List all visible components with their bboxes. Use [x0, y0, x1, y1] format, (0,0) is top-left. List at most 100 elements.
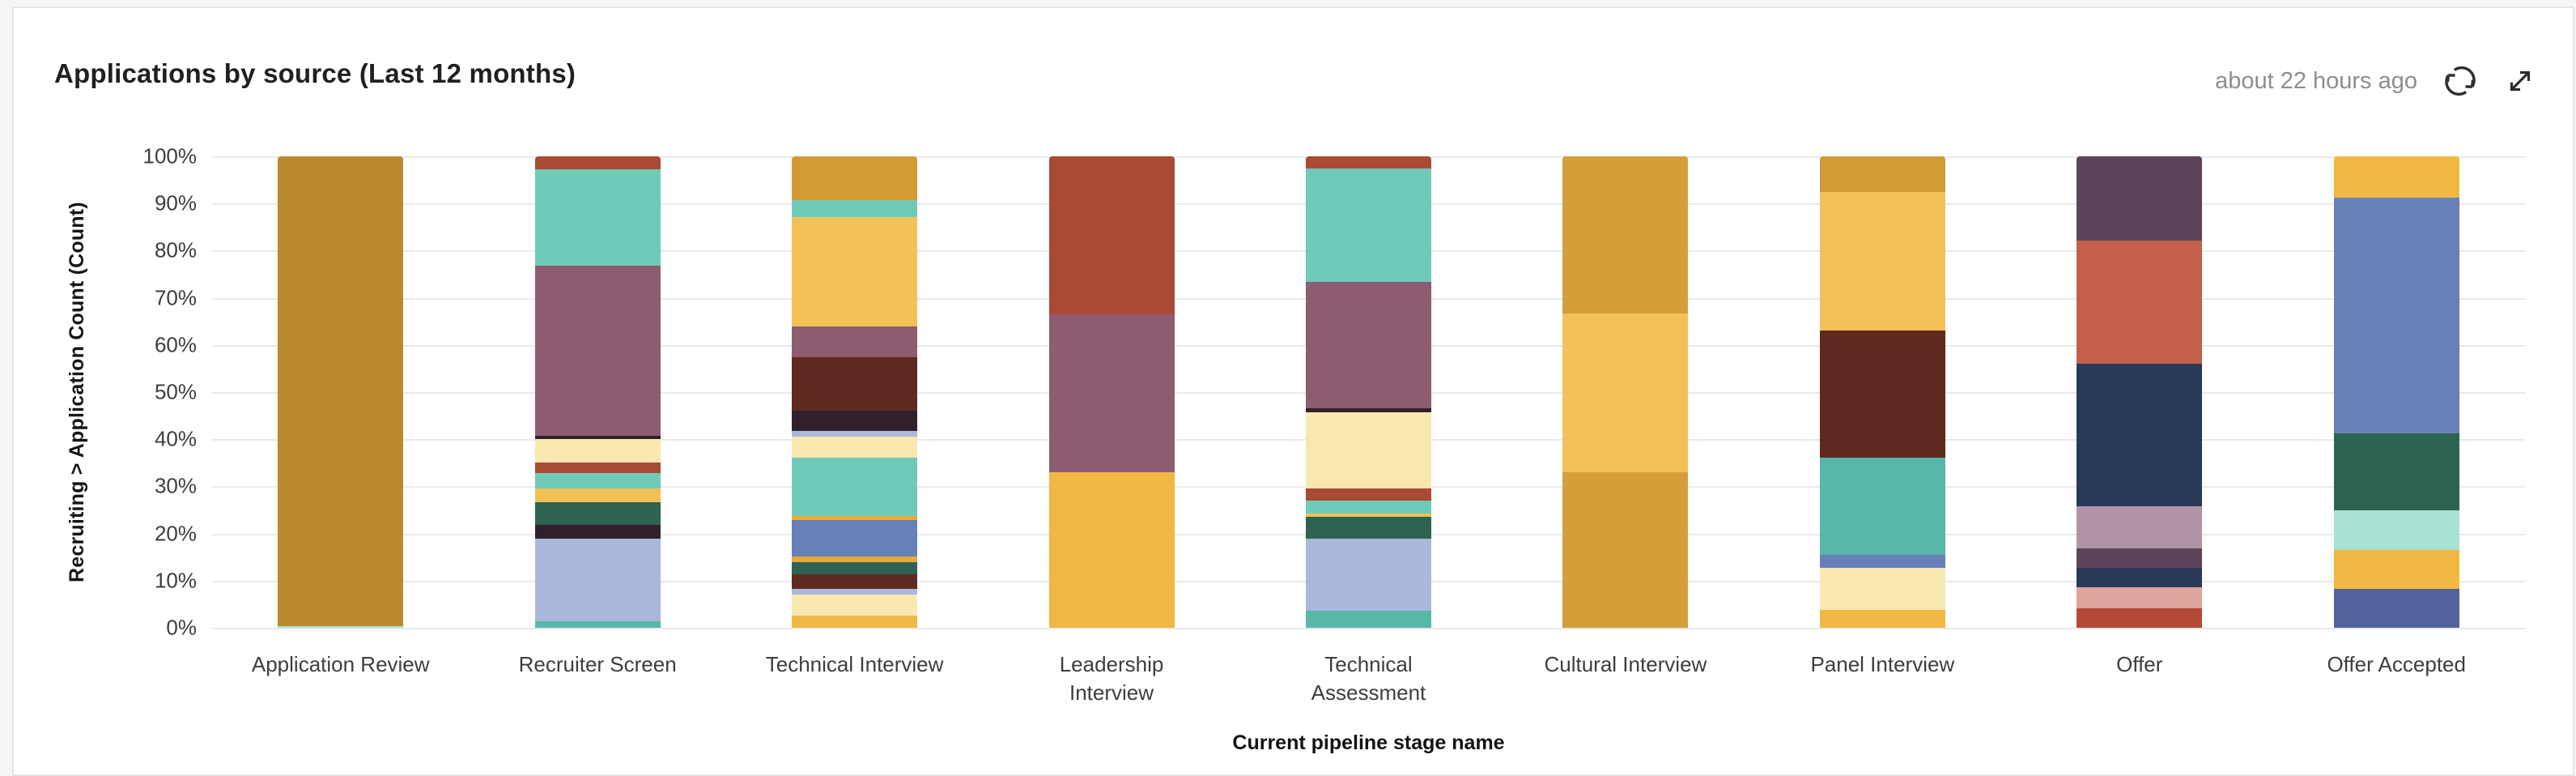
- bar-segment[interactable]: [2077, 548, 2203, 569]
- bar-segment[interactable]: [534, 435, 661, 440]
- x-tick-label: Offer: [2116, 652, 2163, 676]
- bar-segment[interactable]: [1305, 412, 1431, 489]
- bar-segment[interactable]: [2077, 156, 2203, 241]
- plot-area: [212, 156, 2525, 629]
- bar-technical-interview[interactable]: [792, 156, 918, 628]
- bar-segment[interactable]: [1305, 513, 1431, 518]
- bar-segment[interactable]: [2077, 568, 2203, 587]
- bar-segment[interactable]: [1562, 313, 1689, 472]
- bar-segment[interactable]: [278, 156, 404, 626]
- bar-segment[interactable]: [534, 156, 661, 169]
- bar-segment[interactable]: [792, 616, 918, 628]
- bar-technical-assessment[interactable]: [1305, 156, 1431, 628]
- bar-segment[interactable]: [792, 156, 918, 201]
- bar-segment[interactable]: [1305, 611, 1431, 628]
- bar-segment[interactable]: [792, 520, 918, 557]
- x-tick-label: Panel Interview: [1810, 652, 1955, 676]
- bar-segment[interactable]: [534, 538, 661, 621]
- bar-segment[interactable]: [534, 439, 661, 463]
- bar-segment[interactable]: [2077, 608, 2203, 628]
- refresh-icon: [2445, 66, 2476, 96]
- y-tick-label: 0%: [166, 615, 197, 640]
- bar-segment[interactable]: [1305, 500, 1431, 514]
- bar-segment[interactable]: [792, 589, 918, 595]
- bar-offer-accepted[interactable]: [2333, 156, 2459, 628]
- bar-segment[interactable]: [792, 437, 918, 458]
- refresh-button[interactable]: [2442, 62, 2479, 100]
- expand-button[interactable]: [2503, 64, 2537, 98]
- bar-cultural-interview[interactable]: [1562, 156, 1689, 628]
- x-axis-labels: Application Review Recruiter Screen Techni…: [212, 650, 2525, 707]
- bar-segment[interactable]: [2077, 506, 2203, 549]
- bar-segment[interactable]: [1562, 471, 1689, 628]
- bar-segment[interactable]: [1048, 313, 1175, 472]
- bar-segment[interactable]: [2333, 510, 2459, 550]
- bar-slot: [983, 156, 1239, 628]
- bar-segment[interactable]: [534, 168, 661, 266]
- bar-segment[interactable]: [2333, 156, 2459, 198]
- bar-application-review[interactable]: [278, 156, 404, 628]
- x-tick-label: Technical Assessment: [1311, 652, 1426, 705]
- bar-segment[interactable]: [2333, 197, 2459, 433]
- bar-segment[interactable]: [1819, 609, 1945, 628]
- bar-segment[interactable]: [1819, 458, 1945, 555]
- bar-segment[interactable]: [792, 516, 918, 521]
- bar-segment[interactable]: [1305, 156, 1431, 169]
- bar-segment[interactable]: [1305, 517, 1431, 539]
- bar-segment[interactable]: [1819, 330, 1945, 458]
- bars-row: [212, 156, 2525, 628]
- bar-segment[interactable]: [792, 595, 918, 616]
- bar-segment[interactable]: [278, 625, 404, 628]
- bar-panel-interview[interactable]: [1819, 156, 1945, 628]
- bar-segment[interactable]: [534, 620, 661, 628]
- tile-header-actions: about 22 hours ago: [2215, 55, 2537, 107]
- bar-segment[interactable]: [534, 266, 661, 436]
- bar-segment[interactable]: [534, 524, 661, 539]
- bar-segment[interactable]: [1305, 488, 1431, 501]
- bar-segment[interactable]: [1305, 538, 1431, 612]
- bar-segment[interactable]: [792, 411, 918, 432]
- bar-segment[interactable]: [1048, 156, 1175, 314]
- y-tick-label: 40%: [154, 426, 197, 451]
- x-tick-label: Recruiter Screen: [518, 652, 677, 676]
- bar-offer[interactable]: [2077, 156, 2203, 628]
- bar-slot: [2011, 156, 2268, 628]
- y-axis-ticks: 100% 90% 80% 70% 60% 50% 40% 30% 20% 10% 0%: [14, 144, 198, 640]
- bar-segment[interactable]: [2333, 588, 2459, 628]
- bar-segment[interactable]: [2333, 433, 2459, 511]
- bar-segment[interactable]: [534, 463, 661, 474]
- bar-segment[interactable]: [792, 573, 918, 590]
- bar-segment[interactable]: [792, 326, 918, 357]
- bar-segment[interactable]: [792, 200, 918, 218]
- y-tick-label: 90%: [154, 190, 197, 215]
- bar-segment[interactable]: [1819, 156, 1945, 192]
- bar-segment[interactable]: [2333, 549, 2459, 589]
- bar-recruiter-screen[interactable]: [534, 156, 661, 628]
- bar-segment[interactable]: [1819, 568, 1945, 610]
- bar-segment[interactable]: [1305, 168, 1431, 282]
- bar-segment[interactable]: [1819, 554, 1945, 569]
- y-tick-label: 30%: [154, 473, 197, 498]
- y-tick-label: 100%: [142, 143, 198, 168]
- y-tick-label: 60%: [154, 332, 197, 357]
- bar-segment[interactable]: [1048, 471, 1175, 628]
- bar-segment[interactable]: [2077, 364, 2203, 507]
- tile-card: Applications by source (Last 12 months) …: [12, 6, 2574, 776]
- bar-segment[interactable]: [2077, 241, 2203, 365]
- bar-segment[interactable]: [534, 473, 661, 489]
- bar-segment[interactable]: [1305, 407, 1431, 413]
- bar-segment[interactable]: [792, 356, 918, 411]
- bar-segment[interactable]: [1819, 191, 1945, 331]
- bar-segment[interactable]: [2077, 586, 2203, 608]
- bar-segment[interactable]: [792, 431, 918, 437]
- bar-segment[interactable]: [1562, 156, 1689, 314]
- x-tick-label: Leadership Interview: [1059, 652, 1164, 705]
- bar-segment[interactable]: [792, 217, 918, 326]
- bar-segment[interactable]: [534, 501, 661, 525]
- bar-segment[interactable]: [792, 457, 918, 517]
- bar-segment[interactable]: [792, 556, 918, 562]
- bar-segment[interactable]: [534, 488, 661, 502]
- bar-segment[interactable]: [792, 561, 918, 574]
- bar-leadership-interview[interactable]: [1048, 156, 1175, 628]
- bar-segment[interactable]: [1305, 281, 1431, 408]
